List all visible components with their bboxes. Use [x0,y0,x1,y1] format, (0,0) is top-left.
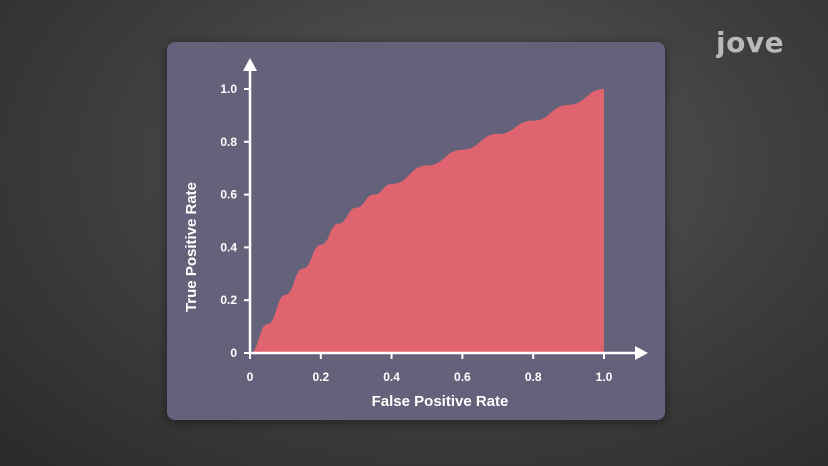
x-tick-label: 0 [247,370,254,384]
x-tick-label: 1.0 [596,370,613,384]
y-tick-label: 0.6 [220,188,237,202]
y-axis-arrow-icon [243,58,257,71]
logo-text: jove [716,26,784,59]
roc-chart: 0 0.2 0.4 0.6 0.8 1.0 0 0.2 0.4 0.6 0.8 1.0 False P… [183,58,648,410]
x-axis-label: False Positive Rate [372,393,509,410]
chart-panel: 0 0.2 0.4 0.6 0.8 1.0 0 0.2 0.4 0.6 0.8 1.0 False P… [167,42,665,420]
y-tick-label: 0 [230,346,237,360]
y-tick-label: 1.0 [220,82,237,96]
y-tick-label: 0.4 [220,240,237,254]
roc-area [250,89,604,353]
jove-logo: jove [715,26,790,60]
x-tick-label: 0.2 [312,370,329,384]
y-tick-label: 0.8 [220,135,237,149]
y-axis-label: True Positive Rate [183,182,200,312]
y-tick-label: 0.2 [220,293,237,307]
x-tick-label: 0.4 [383,370,400,384]
x-tick-label: 0.8 [525,370,542,384]
x-axis-arrow-icon [635,346,648,360]
x-tick-label: 0.6 [454,370,471,384]
